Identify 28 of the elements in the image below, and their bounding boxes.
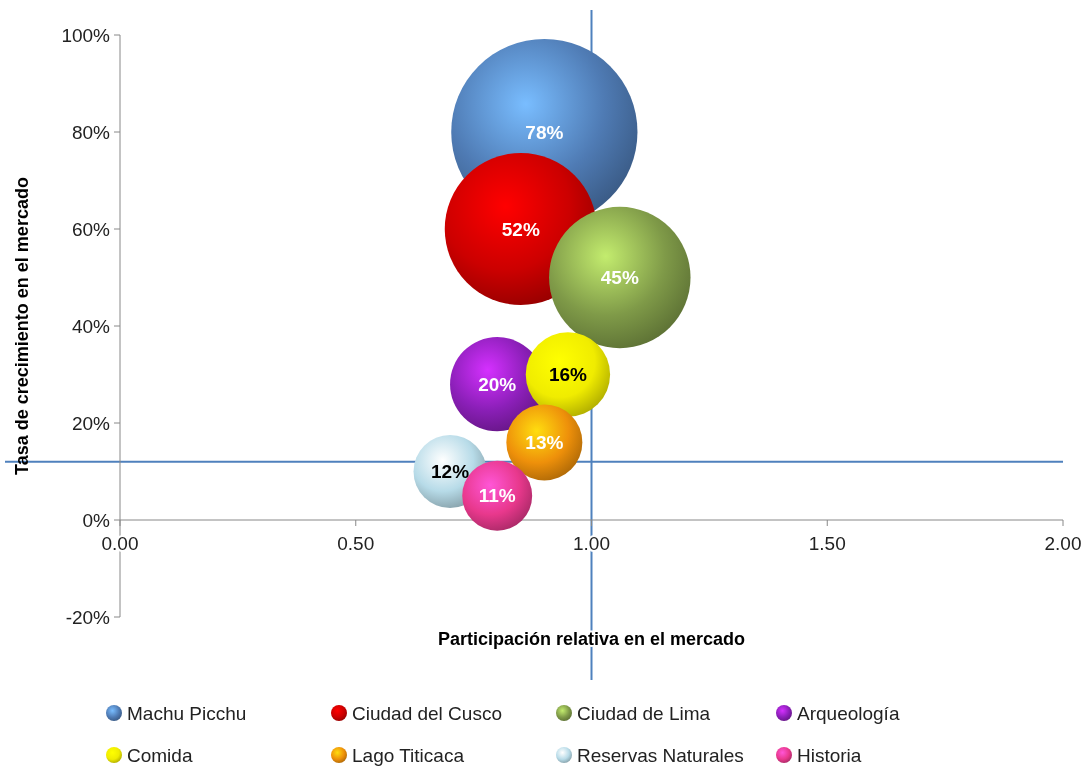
legend-label: Machu Picchu <box>127 702 247 724</box>
x-tick-label: 2.00 <box>1044 533 1082 554</box>
legend-label: Ciudad de Lima <box>577 702 711 724</box>
legend-label: Historia <box>797 744 862 766</box>
data-label: 16% <box>548 364 588 386</box>
y-tick-label: 0% <box>82 509 111 531</box>
legend-label: Arqueología <box>797 702 900 724</box>
x-tick-label: 0.50 <box>337 533 375 554</box>
y-tick-label: -20% <box>65 606 111 628</box>
y-tick-label: 20% <box>71 412 111 434</box>
data-label: 20% <box>478 373 517 395</box>
data-label: 78% <box>525 121 564 143</box>
data-label: 45% <box>600 267 639 289</box>
legend-label: Reservas Naturales <box>577 744 744 766</box>
legend-label: Lago Titicaca <box>352 744 465 766</box>
x-tick-label: 1.50 <box>808 533 846 554</box>
y-tick-label: 100% <box>61 24 111 46</box>
data-label: 13% <box>525 432 564 454</box>
y-tick-label: 60% <box>71 218 111 240</box>
data-label: 12% <box>431 461 470 483</box>
data-label: 11% <box>478 485 516 507</box>
y-axis-title: Tasa de crecimiento en el mercado <box>12 177 32 475</box>
y-tick-label: 80% <box>71 121 111 143</box>
x-tick-label: 0.00 <box>101 533 139 554</box>
data-label: 52% <box>501 218 540 240</box>
legend-label: Comida <box>127 744 193 766</box>
legend-label: Ciudad del Cusco <box>352 702 502 724</box>
y-tick-label: 40% <box>71 315 111 337</box>
